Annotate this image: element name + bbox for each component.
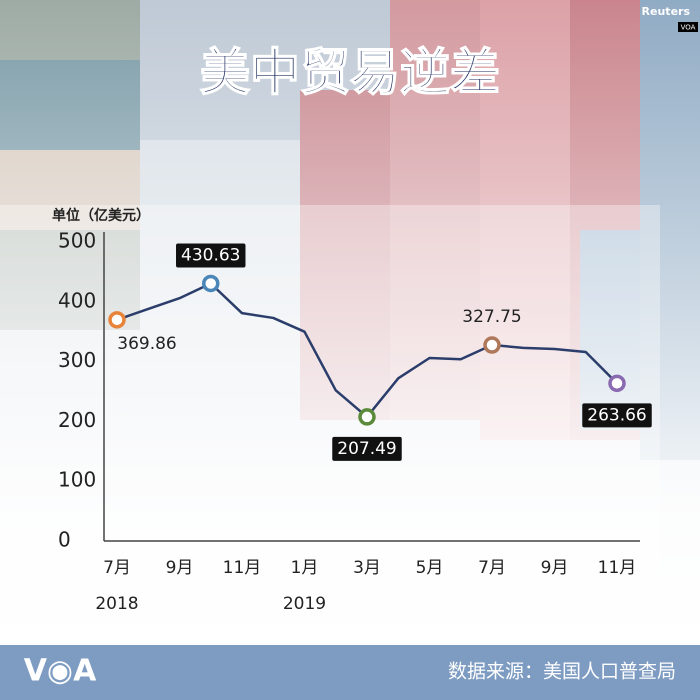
y-tick-label: 0 <box>58 528 71 552</box>
y-tick-label: 300 <box>58 348 96 372</box>
year-label: 2018 <box>95 594 138 614</box>
value-label: 207.49 <box>337 439 396 459</box>
plot: 0 100 200 300 400 500 7月 9月 11月 1月 3月 5月 7月 9月 11月 2018… <box>58 229 652 614</box>
x-tick-label: 1月 <box>291 558 319 578</box>
value-label: 369.86 <box>117 334 176 354</box>
x-tick-label: 5月 <box>416 558 444 578</box>
value-label-box <box>332 436 402 461</box>
y-tick-label: 200 <box>58 408 96 432</box>
footer-bar <box>0 645 700 700</box>
highlight-marker <box>483 336 501 354</box>
x-tick-label: 11月 <box>598 558 637 578</box>
x-tick-label: 11月 <box>223 558 262 578</box>
y-tick-label: 500 <box>58 229 96 253</box>
y-axis-label: 单位（亿美元） <box>52 207 150 224</box>
highlight-marker <box>108 311 126 329</box>
photo-credit: Reuters <box>642 5 691 18</box>
value-label: 327.75 <box>462 307 521 327</box>
credit-logo-box <box>678 22 698 32</box>
credit-logo: VOA <box>681 24 696 32</box>
year-label: 2019 <box>283 594 326 614</box>
value-label: 263.66 <box>587 405 646 425</box>
footer-logo: V◉A <box>24 654 97 689</box>
x-tick-label: 9月 <box>541 558 569 578</box>
source: 数据来源：美国人口普查局 <box>448 661 676 683</box>
highlight-marker <box>358 408 376 426</box>
value-label-box <box>176 243 246 268</box>
title: 美中贸易逆差 <box>200 44 500 102</box>
y-tick-label: 100 <box>58 468 96 492</box>
highlight-marker <box>202 274 220 293</box>
value-label-box <box>582 403 652 428</box>
y-tick-label: 400 <box>58 288 96 312</box>
value-label: 430.63 <box>181 245 240 265</box>
highlight-marker <box>608 374 626 393</box>
x-tick-label: 7月 <box>103 558 131 578</box>
x-tick-label: 3月 <box>353 558 381 578</box>
x-tick-label: 9月 <box>166 558 194 578</box>
x-tick-label: 7月 <box>478 558 506 578</box>
